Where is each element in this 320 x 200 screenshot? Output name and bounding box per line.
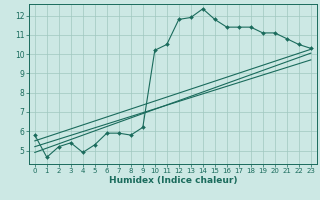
X-axis label: Humidex (Indice chaleur): Humidex (Indice chaleur) [108,176,237,185]
